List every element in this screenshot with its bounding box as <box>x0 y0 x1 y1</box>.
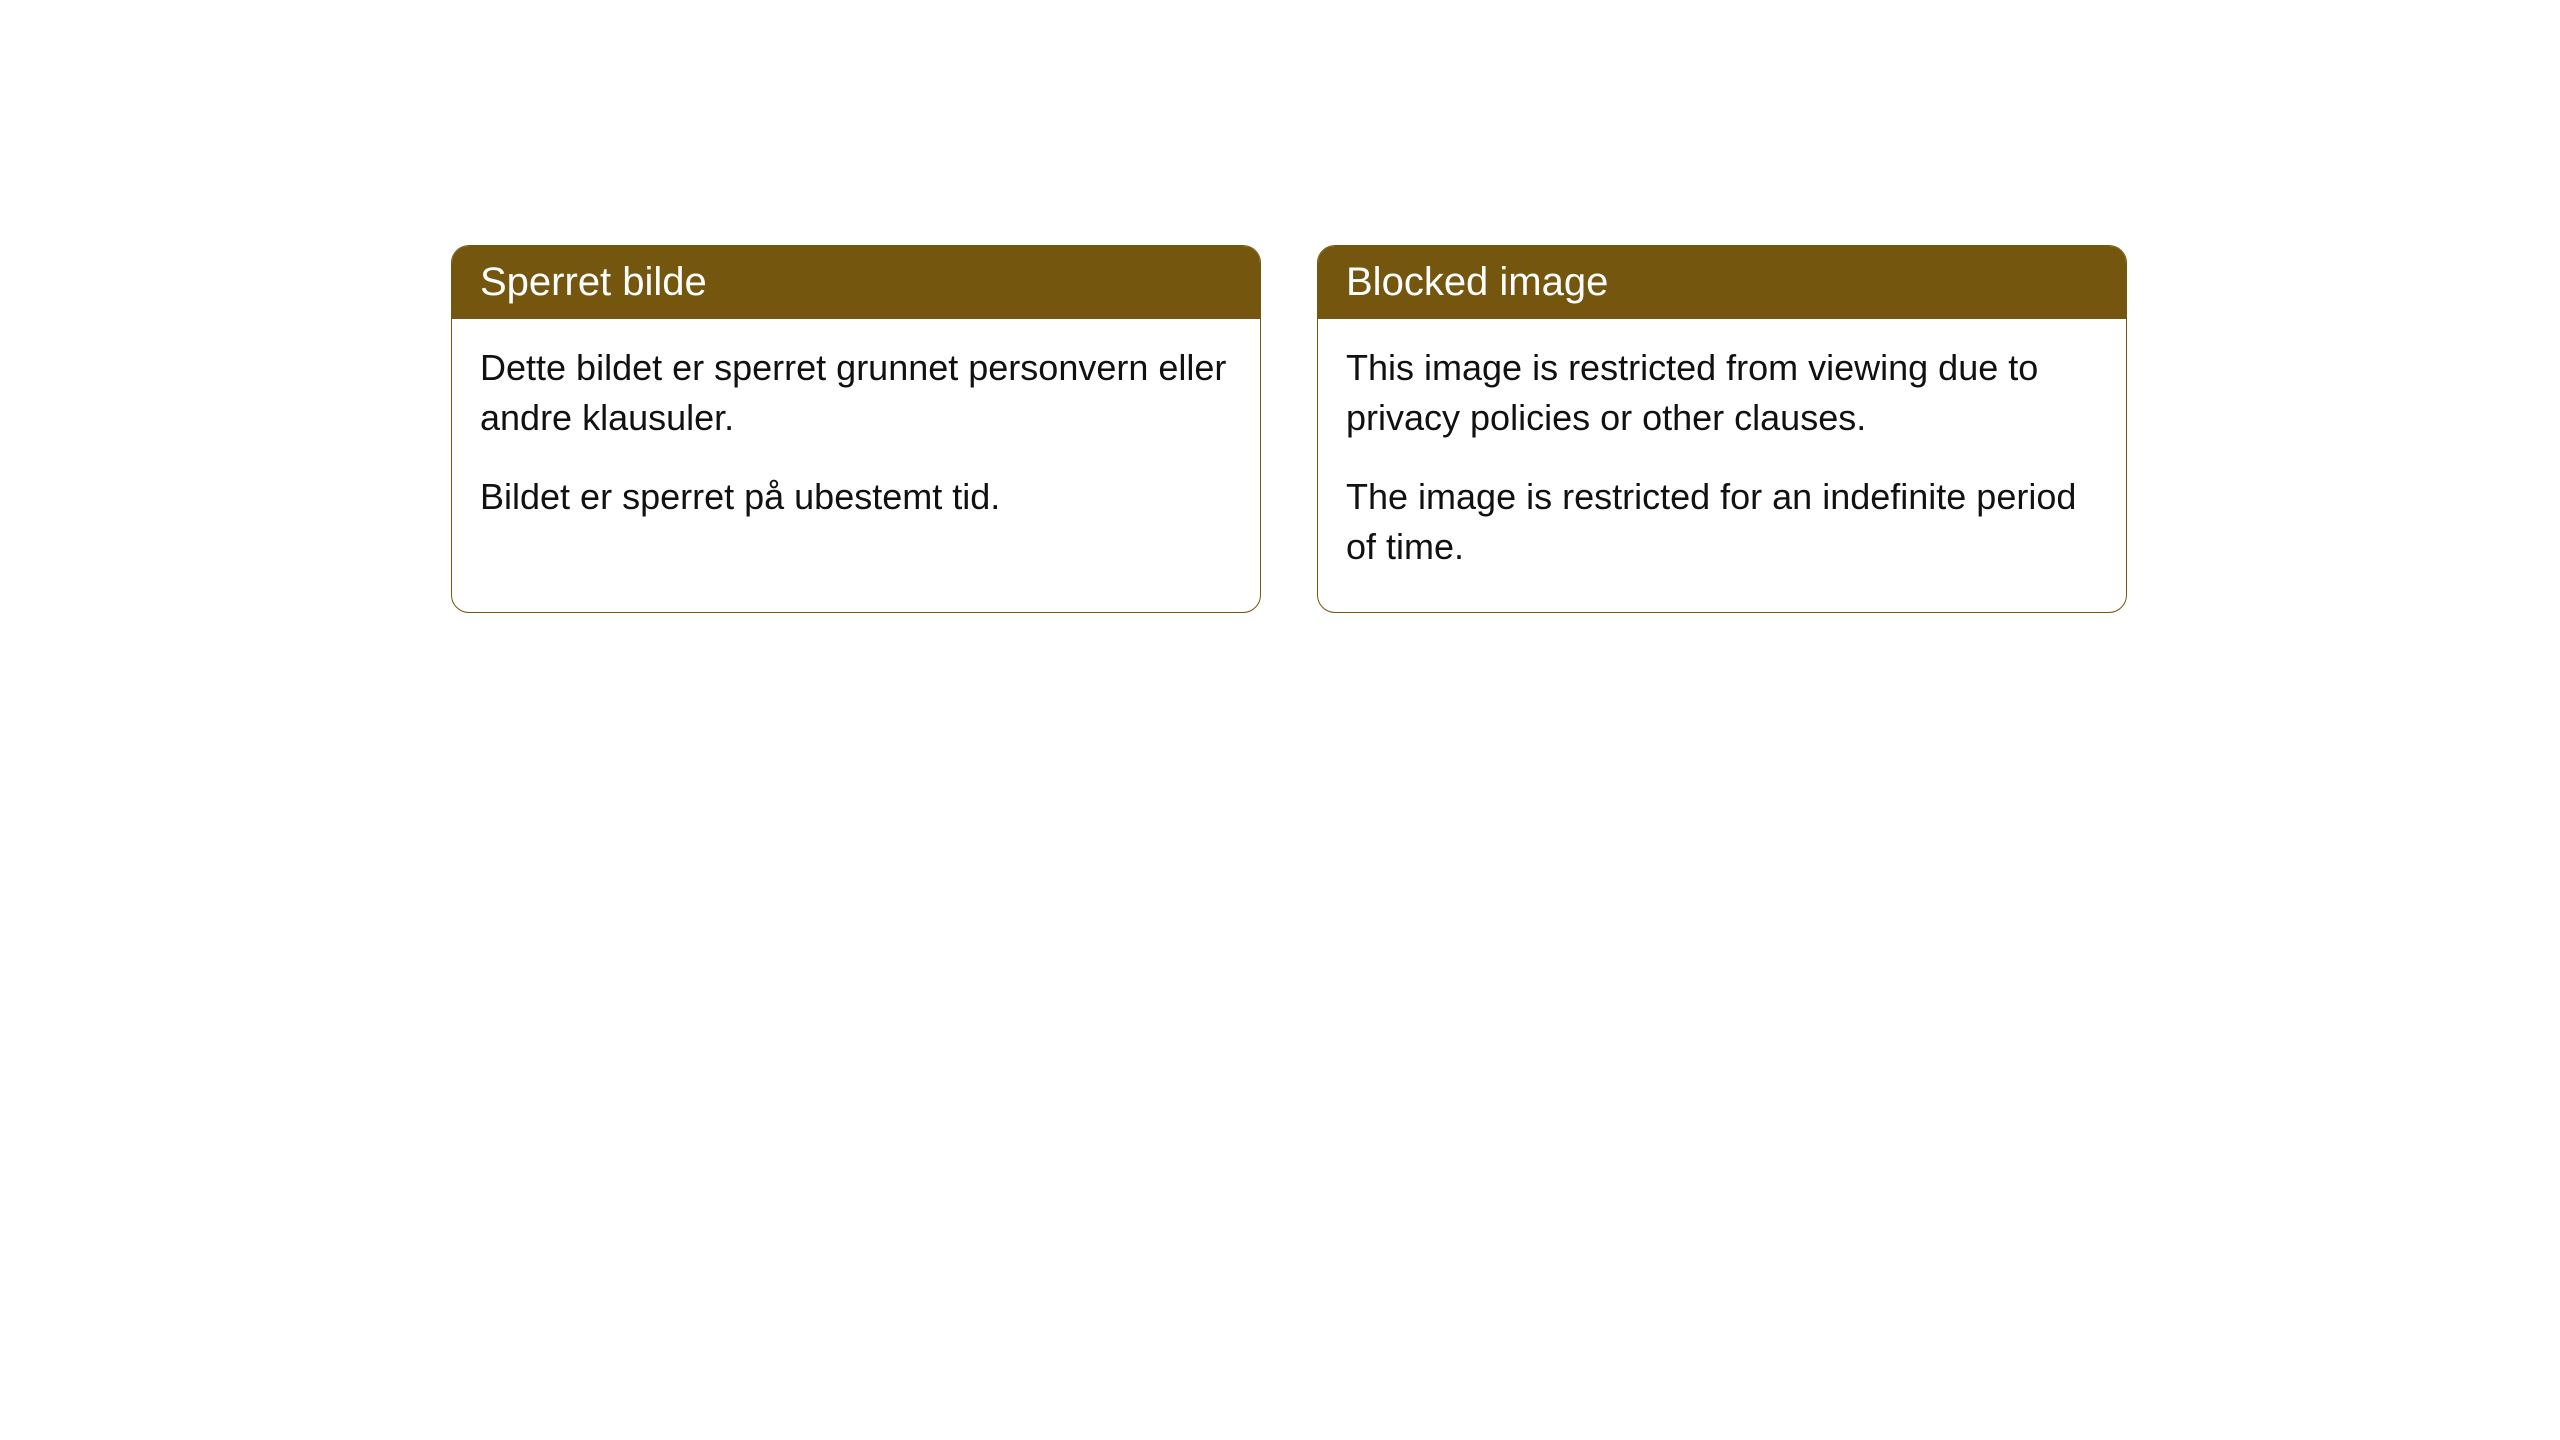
card-paragraph-2: Bildet er sperret på ubestemt tid. <box>480 472 1232 522</box>
card-paragraph-2: The image is restricted for an indefinit… <box>1346 472 2098 571</box>
card-header-norwegian: Sperret bilde <box>452 246 1260 319</box>
card-paragraph-1: This image is restricted from viewing du… <box>1346 343 2098 442</box>
card-paragraph-1: Dette bildet er sperret grunnet personve… <box>480 343 1232 442</box>
card-header-english: Blocked image <box>1318 246 2126 319</box>
notice-cards-container: Sperret bilde Dette bildet er sperret gr… <box>451 245 2560 613</box>
blocked-image-card-english: Blocked image This image is restricted f… <box>1317 245 2127 613</box>
card-body-norwegian: Dette bildet er sperret grunnet personve… <box>452 319 1260 562</box>
card-body-english: This image is restricted from viewing du… <box>1318 319 2126 612</box>
blocked-image-card-norwegian: Sperret bilde Dette bildet er sperret gr… <box>451 245 1261 613</box>
